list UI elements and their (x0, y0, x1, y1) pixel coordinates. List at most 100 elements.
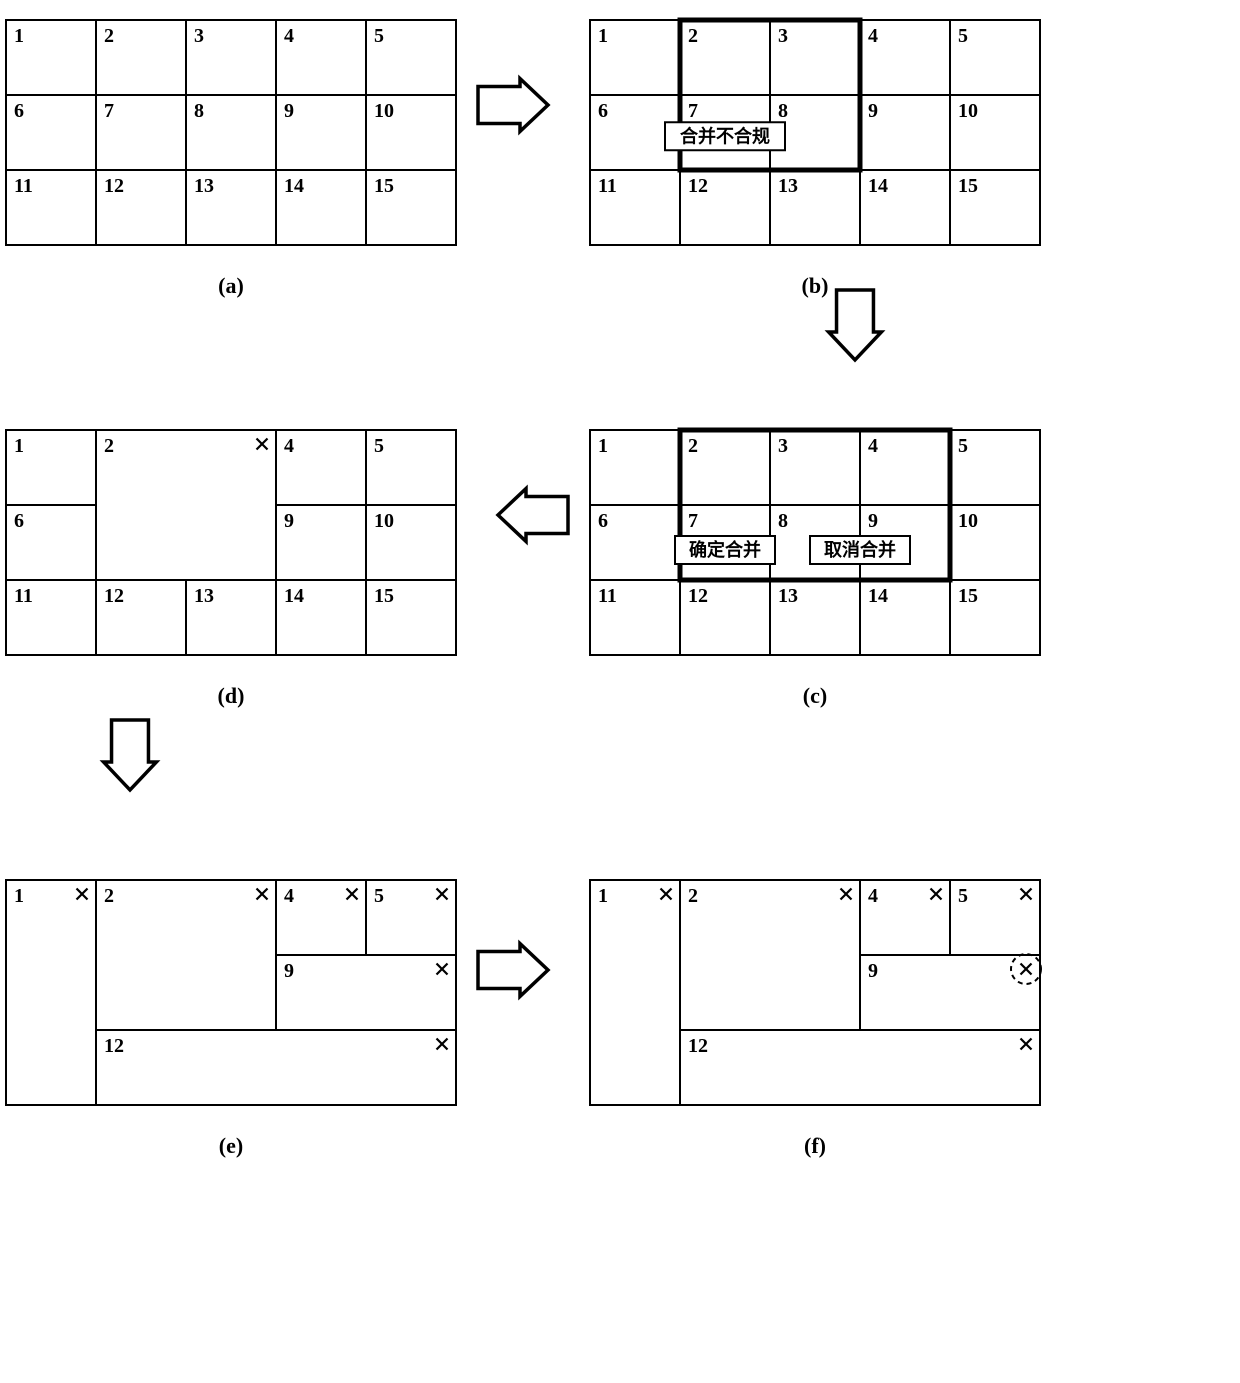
cell-label: 6 (598, 100, 608, 122)
cell-label: 12 (104, 175, 124, 197)
cell-label: 12 (688, 585, 708, 607)
diagram-stage: 123456789101112131415(a)1234567891011121… (0, 0, 1240, 1383)
cell-label: 4 (868, 25, 878, 47)
svg-text:(d): (d) (218, 683, 245, 708)
cell-label: 5 (374, 435, 384, 457)
svg-text:合并不合规: 合并不合规 (680, 125, 770, 146)
panel: 123456789101112131415确定合并取消合并(c) (590, 430, 1040, 708)
cell-label: 1 (14, 25, 24, 47)
cell-label: 9 (868, 100, 878, 122)
cell-label: 6 (14, 510, 24, 532)
cell-label: 7 (104, 100, 114, 122)
flow-arrow (478, 944, 548, 997)
cell-label: 11 (598, 175, 617, 197)
cell-label: 1 (14, 435, 24, 457)
cell-label: 2 (688, 435, 698, 457)
cell-label: 14 (868, 175, 888, 197)
svg-text:(a): (a) (218, 273, 244, 298)
cell-label: 12 (688, 1035, 708, 1057)
cell-label: 4 (868, 885, 878, 907)
cell-label: 2 (104, 885, 114, 907)
cell-label: 3 (778, 435, 788, 457)
cell-label: 4 (284, 885, 294, 907)
close-icon[interactable] (1021, 1039, 1032, 1050)
close-icon[interactable] (841, 889, 852, 900)
cell-label: 9 (284, 960, 294, 982)
flow-arrow (104, 720, 157, 790)
cell-label: 8 (194, 100, 204, 122)
cell-label: 4 (284, 25, 294, 47)
cell-label: 9 (868, 510, 878, 532)
cell-label: 7 (688, 510, 698, 532)
cell-label: 10 (958, 100, 978, 122)
cell-label: 1 (598, 885, 608, 907)
cell-label: 1 (598, 435, 608, 457)
cell-label: 8 (778, 100, 788, 122)
cell-label: 13 (194, 585, 214, 607)
close-icon[interactable] (437, 889, 448, 900)
cell-label: 9 (284, 510, 294, 532)
cell-label: 1 (14, 885, 24, 907)
close-icon[interactable] (77, 889, 88, 900)
close-icon[interactable] (931, 889, 942, 900)
cell-label: 9 (868, 960, 878, 982)
svg-text:(e): (e) (219, 1133, 243, 1158)
close-icon[interactable] (661, 889, 672, 900)
flow-arrow (478, 79, 548, 132)
cell-label: 10 (374, 510, 394, 532)
cell-label: 15 (958, 585, 978, 607)
cell-label: 5 (374, 25, 384, 47)
close-icon[interactable] (1011, 954, 1041, 984)
cell-label: 14 (284, 175, 304, 197)
cell-label: 11 (14, 175, 33, 197)
svg-text:确定合并: 确定合并 (689, 539, 761, 560)
cell-label: 4 (284, 435, 294, 457)
cell-label: 5 (374, 885, 384, 907)
cell-label: 10 (374, 100, 394, 122)
cell-label: 15 (374, 175, 394, 197)
cell-label: 8 (778, 510, 788, 532)
cell-label: 14 (868, 585, 888, 607)
cell-label: 2 (104, 435, 114, 457)
cell-label: 2 (688, 25, 698, 47)
panel: 123456789101112131415(a) (6, 20, 456, 298)
cell-label: 11 (14, 585, 33, 607)
merge-button[interactable]: 合并不合规 (665, 122, 785, 150)
merge-button[interactable]: 取消合并 (810, 536, 910, 564)
cell-label: 15 (374, 585, 394, 607)
close-icon[interactable] (1021, 889, 1032, 900)
cell-label: 5 (958, 25, 968, 47)
cell-label: 13 (778, 585, 798, 607)
cell-label: 2 (104, 25, 114, 47)
cell-label: 10 (958, 510, 978, 532)
panel: 124569101112131415(d) (6, 430, 456, 708)
svg-text:(c): (c) (803, 683, 827, 708)
cell-label: 14 (284, 585, 304, 607)
close-icon[interactable] (437, 964, 448, 975)
cell-label: 5 (958, 885, 968, 907)
svg-text:(f): (f) (804, 1133, 826, 1158)
cell-label: 6 (598, 510, 608, 532)
close-icon[interactable] (257, 889, 268, 900)
cell-label: 12 (104, 1035, 124, 1057)
svg-text:取消合并: 取消合并 (824, 539, 896, 560)
cell-label: 6 (14, 100, 24, 122)
cell-label: 13 (194, 175, 214, 197)
close-icon[interactable] (257, 439, 268, 450)
flow-arrow (829, 290, 882, 360)
flow-arrow (498, 489, 568, 542)
cell-label: 12 (688, 175, 708, 197)
cell-label: 2 (688, 885, 698, 907)
panel: 123456789101112131415合并不合规(b) (590, 20, 1040, 298)
cell-label: 12 (104, 585, 124, 607)
cell-label: 4 (868, 435, 878, 457)
cell-label: 5 (958, 435, 968, 457)
close-icon[interactable] (437, 1039, 448, 1050)
close-icon[interactable] (347, 889, 358, 900)
panel: 1245912(e) (6, 880, 456, 1158)
cell-label: 13 (778, 175, 798, 197)
cell-label: 9 (284, 100, 294, 122)
merge-button[interactable]: 确定合并 (675, 536, 775, 564)
svg-text:(b): (b) (802, 273, 829, 298)
cell-label: 15 (958, 175, 978, 197)
